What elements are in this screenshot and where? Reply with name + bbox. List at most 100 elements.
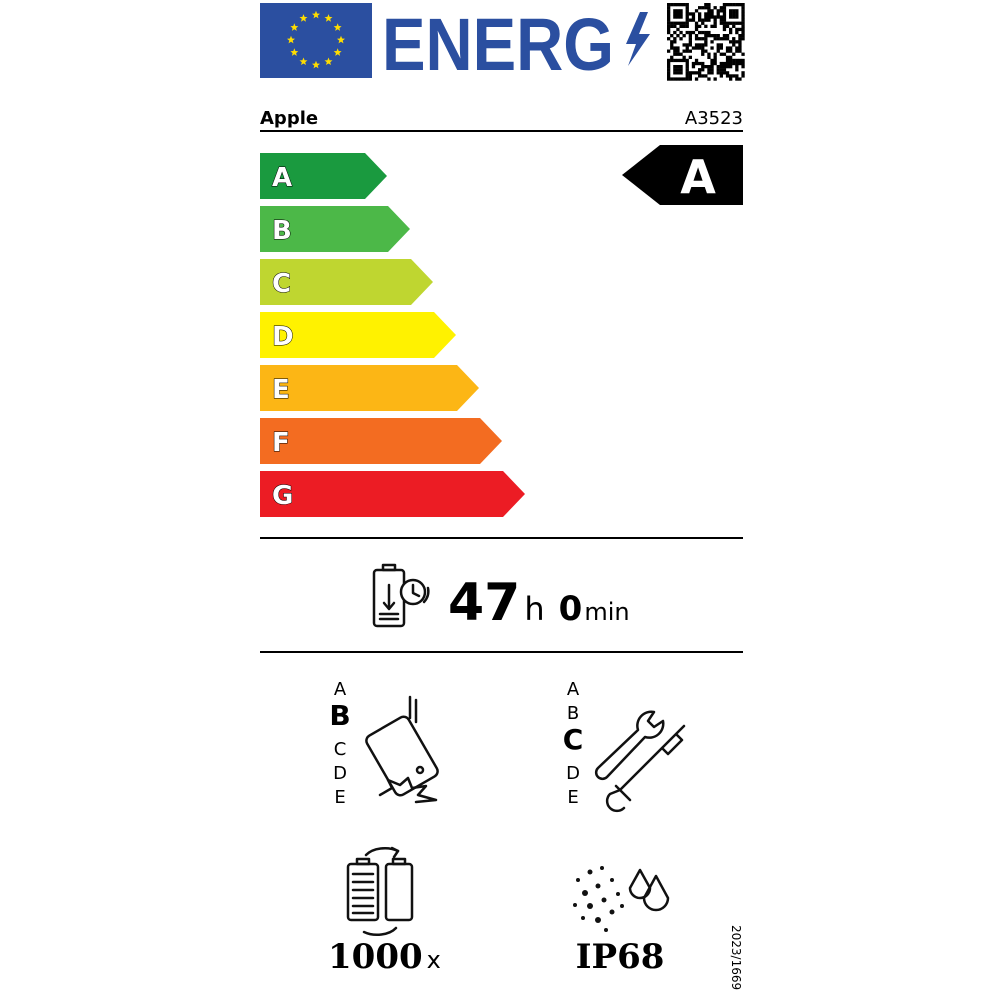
dust-dot: [595, 917, 601, 923]
dust-dot: [587, 869, 593, 875]
qr-cell: [735, 15, 739, 19]
qr-cell: [676, 52, 680, 56]
qr-cell: [738, 77, 742, 81]
qr-cell: [713, 34, 717, 38]
qr-cell: [667, 9, 671, 13]
qr-cell: [673, 65, 677, 69]
dust-dot: [620, 904, 624, 908]
qr-cell: [691, 15, 696, 19]
qr-cell: [685, 49, 689, 53]
qr-cell: [722, 24, 727, 28]
qr-cell: [682, 34, 686, 38]
qr-cell: [735, 3, 739, 7]
qr-cell: [729, 40, 733, 44]
qr-cell: [707, 68, 711, 72]
qr-cell: [722, 34, 727, 38]
qr-cell: [667, 77, 671, 81]
qr-cell: [667, 65, 671, 69]
qr-cell: [676, 46, 680, 50]
qr-cell: [676, 12, 680, 16]
qr-cell: [698, 61, 702, 66]
qr-code: [667, 3, 745, 81]
qr-cell: [719, 65, 723, 69]
battery-endurance-icon: [372, 563, 430, 628]
qr-cell: [679, 65, 683, 69]
qr-cell: [667, 27, 671, 32]
qr-cell: [679, 68, 683, 72]
qr-cell: [670, 40, 674, 44]
qr-cell: [729, 21, 733, 25]
class-letter: F: [272, 428, 290, 458]
class-letter: A: [272, 163, 292, 193]
qr-cell: [667, 61, 671, 66]
regulation: 2023/1669: [729, 925, 743, 990]
qr-cell: [698, 15, 702, 19]
qr-cell: [732, 24, 736, 28]
qr-cell: [682, 24, 686, 28]
qr-cell: [732, 3, 736, 7]
ip-rating: IP68: [576, 937, 665, 977]
qr-cell: [741, 61, 745, 66]
qr-cell: [694, 24, 699, 28]
qr-cell: [710, 61, 714, 66]
qr-cell: [670, 34, 674, 38]
class-letter: E: [567, 787, 578, 808]
qr-cell: [729, 12, 733, 16]
qr-cell: [741, 24, 745, 28]
qr-cell: [694, 61, 699, 66]
qr-cell: [719, 9, 723, 13]
qr-cell: [707, 18, 711, 22]
qr-cell: [694, 58, 699, 63]
qr-cell: [741, 58, 745, 63]
qr-cell: [704, 43, 708, 47]
qr-cell: [725, 24, 730, 28]
class-bar: [260, 153, 387, 199]
qr-cell: [710, 12, 714, 16]
star: [333, 48, 342, 56]
qr-cell: [676, 34, 680, 38]
qr-cell: [735, 27, 739, 32]
qr-cell: [729, 55, 733, 59]
qr-cell: [679, 24, 683, 28]
qr-cell: [729, 3, 733, 7]
qr-cell: [729, 61, 733, 66]
qr-cell: [691, 18, 696, 22]
qr-cell: [685, 3, 689, 7]
qr-cell: [673, 30, 677, 35]
star: [299, 57, 308, 65]
qr-cell: [701, 49, 705, 53]
qr-cell: [701, 61, 705, 66]
dust-dot: [581, 916, 585, 920]
qr-cell: [667, 30, 671, 35]
qr-cell: [704, 49, 708, 53]
qr-cell: [685, 65, 689, 69]
qr-cell: [738, 40, 742, 44]
qr-cell: [732, 43, 736, 47]
qr-cell: [685, 46, 689, 50]
qr-cell: [694, 46, 699, 50]
class-bar: [260, 418, 502, 464]
qr-cell: [738, 58, 742, 63]
class-bar: [260, 365, 479, 411]
qr-cell: [738, 43, 742, 47]
qr-cell: [670, 21, 674, 25]
qr-cell: [667, 3, 671, 7]
qr-cell: [685, 18, 689, 22]
star: [299, 14, 308, 22]
star: [287, 35, 295, 44]
qr-cell: [735, 30, 739, 35]
qr-cell: [707, 71, 711, 75]
qr-cell: [698, 46, 702, 50]
dust-dot: [604, 928, 608, 932]
qr-cell: [710, 9, 714, 13]
qr-cell: [707, 55, 711, 59]
dust-dot: [610, 878, 614, 882]
qr-cell: [738, 27, 742, 32]
qr-cell: [725, 55, 730, 59]
star: [290, 23, 299, 31]
qr-cell: [719, 21, 723, 25]
qr-cell: [670, 55, 674, 59]
qr-cell: [670, 3, 674, 7]
